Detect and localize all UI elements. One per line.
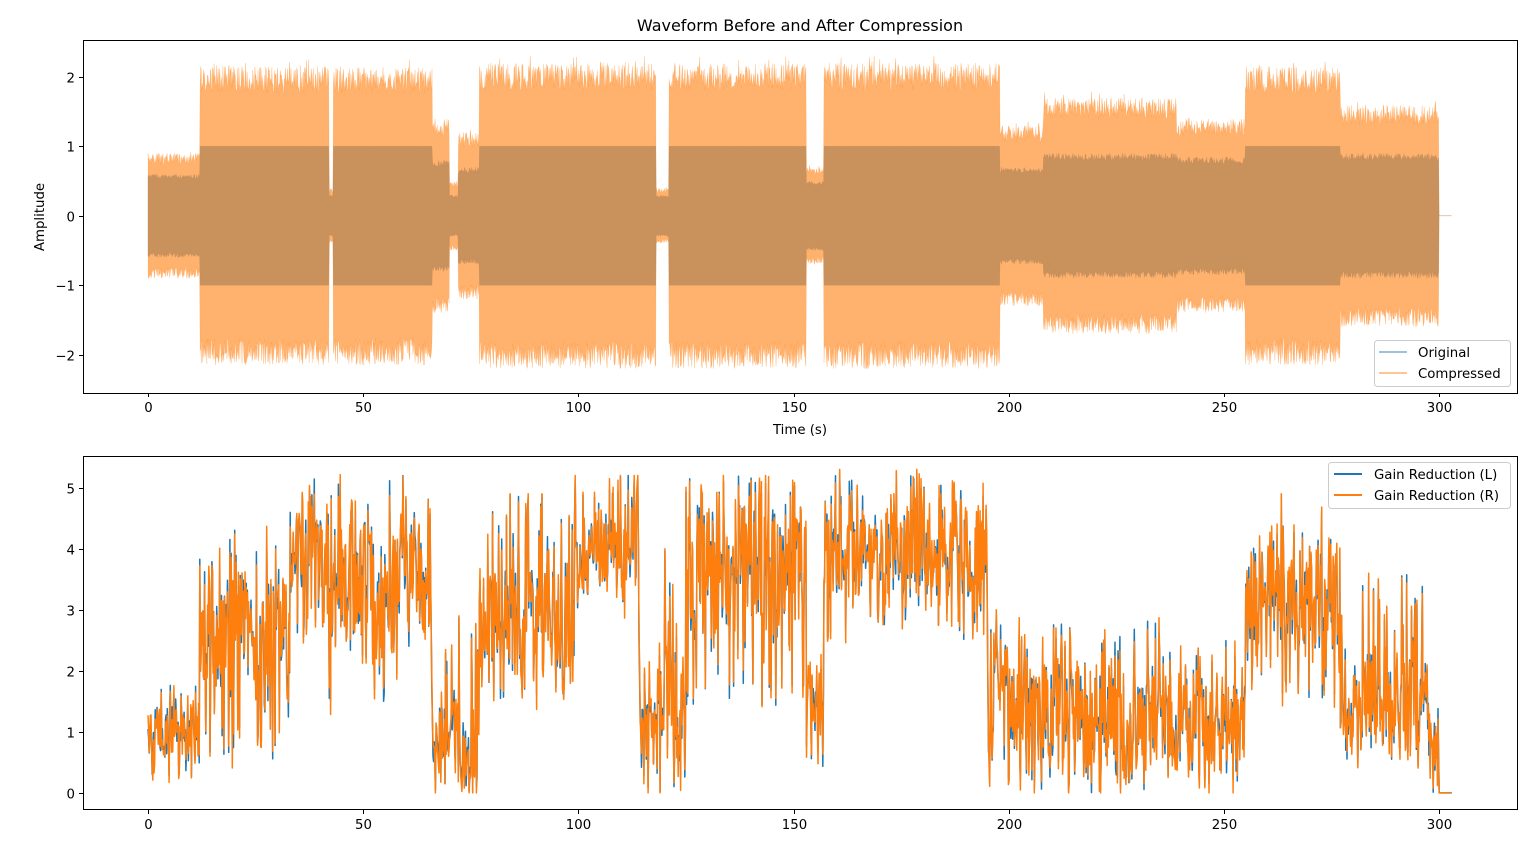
gain-reduction-plot-area (147, 468, 1452, 794)
gain-reduction-ticks: 0 50 100 150 200 250 300 0 1 2 3 4 5 (67, 483, 1453, 834)
legend-label-compressed: Compressed (1418, 367, 1501, 382)
y-tick-label: 1 (67, 727, 75, 742)
y-tick-label: 0 (67, 788, 75, 803)
legend-label-original: Original (1418, 346, 1470, 361)
y-tick-label: 0 (67, 211, 75, 226)
series-compressed (147, 55, 1452, 370)
x-tick-label: 200 (997, 401, 1022, 416)
y-tick-label: −1 (55, 280, 75, 295)
legend-frame (1374, 340, 1511, 387)
y-tick-label: 1 (67, 141, 75, 156)
y-tick-label: 5 (67, 483, 75, 498)
chart-title: Waveform Before and After Compression (637, 16, 963, 35)
y-tick-label: 3 (67, 605, 75, 620)
gain-reduction-legend: Gain Reduction (L) Gain Reduction (R) (1328, 462, 1511, 509)
y-axis-label: Amplitude (33, 183, 48, 251)
waveform-legend: Original Compressed (1374, 340, 1511, 387)
gain-reduction-axes-frame (83, 456, 1518, 810)
series-gain-reduction-r (147, 468, 1452, 794)
x-tick-label: 200 (997, 818, 1022, 833)
waveform-plot-area (147, 55, 1452, 370)
y-tick-label: 2 (67, 666, 75, 681)
x-tick-label: 250 (1212, 818, 1237, 833)
x-tick-label: 0 (144, 818, 152, 833)
x-axis-label: Time (s) (772, 423, 827, 438)
waveform-ticks: 0 50 100 150 200 250 300 −2 −1 0 1 2 (55, 72, 1452, 417)
legend-frame (1328, 462, 1511, 509)
x-tick-label: 0 (144, 401, 152, 416)
x-tick-label: 100 (566, 818, 591, 833)
gain-reduction-axes: 0 50 100 150 200 250 300 0 1 2 3 4 5 Gain Reduction … (67, 456, 1518, 834)
legend-label-gain-r: Gain Reduction (R) (1374, 489, 1499, 504)
y-tick-label: 4 (67, 544, 75, 559)
x-tick-label: 100 (566, 401, 591, 416)
x-tick-label: 50 (355, 401, 372, 416)
y-tick-label: −2 (55, 350, 75, 365)
y-tick-label: 2 (67, 72, 75, 87)
x-tick-label: 150 (782, 401, 807, 416)
x-tick-label: 150 (782, 818, 807, 833)
legend-label-gain-l: Gain Reduction (L) (1374, 468, 1497, 483)
waveform-axes-frame (83, 40, 1518, 394)
waveform-axes: Waveform Before and After Compression 0 5… (33, 16, 1518, 438)
x-tick-label: 300 (1427, 401, 1452, 416)
x-tick-label: 50 (355, 818, 372, 833)
x-tick-label: 250 (1212, 401, 1237, 416)
x-tick-label: 300 (1427, 818, 1452, 833)
